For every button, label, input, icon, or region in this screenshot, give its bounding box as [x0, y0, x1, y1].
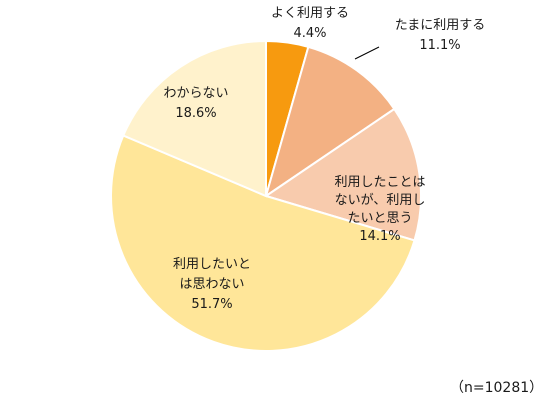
slice-label-2-line-3: 14.1%: [359, 229, 400, 244]
slice-label-0: よく利用する 4.4%: [271, 6, 349, 41]
slice-label-2-line-1: ないが、利用し: [335, 193, 426, 208]
slice-label-3-line-1: は思わない: [179, 277, 244, 292]
slice-label-2: 利用したことはないが、利用したいと思う 14.1%: [334, 175, 425, 244]
slice-label-4-line-1: 18.6%: [175, 106, 216, 121]
pie-slice-4: [121, 39, 267, 198]
slice-label-1: たまに利用する 11.1%: [395, 18, 486, 53]
pie-slice-1: [264, 45, 396, 199]
slice-label-1-line-0: たまに利用する: [395, 18, 486, 33]
slice-label-2-line-2: たいと思う: [347, 211, 412, 226]
sample-size-note: （n=10281）: [450, 380, 536, 396]
slice-label-4: わからない 18.6%: [163, 86, 228, 121]
leader-line-tamani: [354, 46, 380, 60]
slice-label-0-line-0: よく利用する: [271, 6, 349, 21]
slice-label-3-line-2: 51.7%: [191, 297, 232, 312]
leader-lines: [354, 46, 380, 60]
slice-label-1-line-1: 11.1%: [419, 38, 460, 53]
slice-label-3: 利用したいとは思わない 51.7%: [173, 257, 251, 312]
pie-slice-3: [110, 134, 416, 352]
slice-label-0-line-1: 4.4%: [293, 26, 326, 41]
slice-label-4-line-0: わからない: [163, 86, 228, 101]
pie-slices: [110, 39, 422, 352]
slice-label-3-line-0: 利用したいと: [173, 257, 251, 272]
slice-labels: よく利用する 4.4% たまに利用する 11.1% 利用したことはないが、利用したいと思…: [163, 6, 485, 312]
slice-label-2-line-0: 利用したことは: [334, 175, 425, 190]
